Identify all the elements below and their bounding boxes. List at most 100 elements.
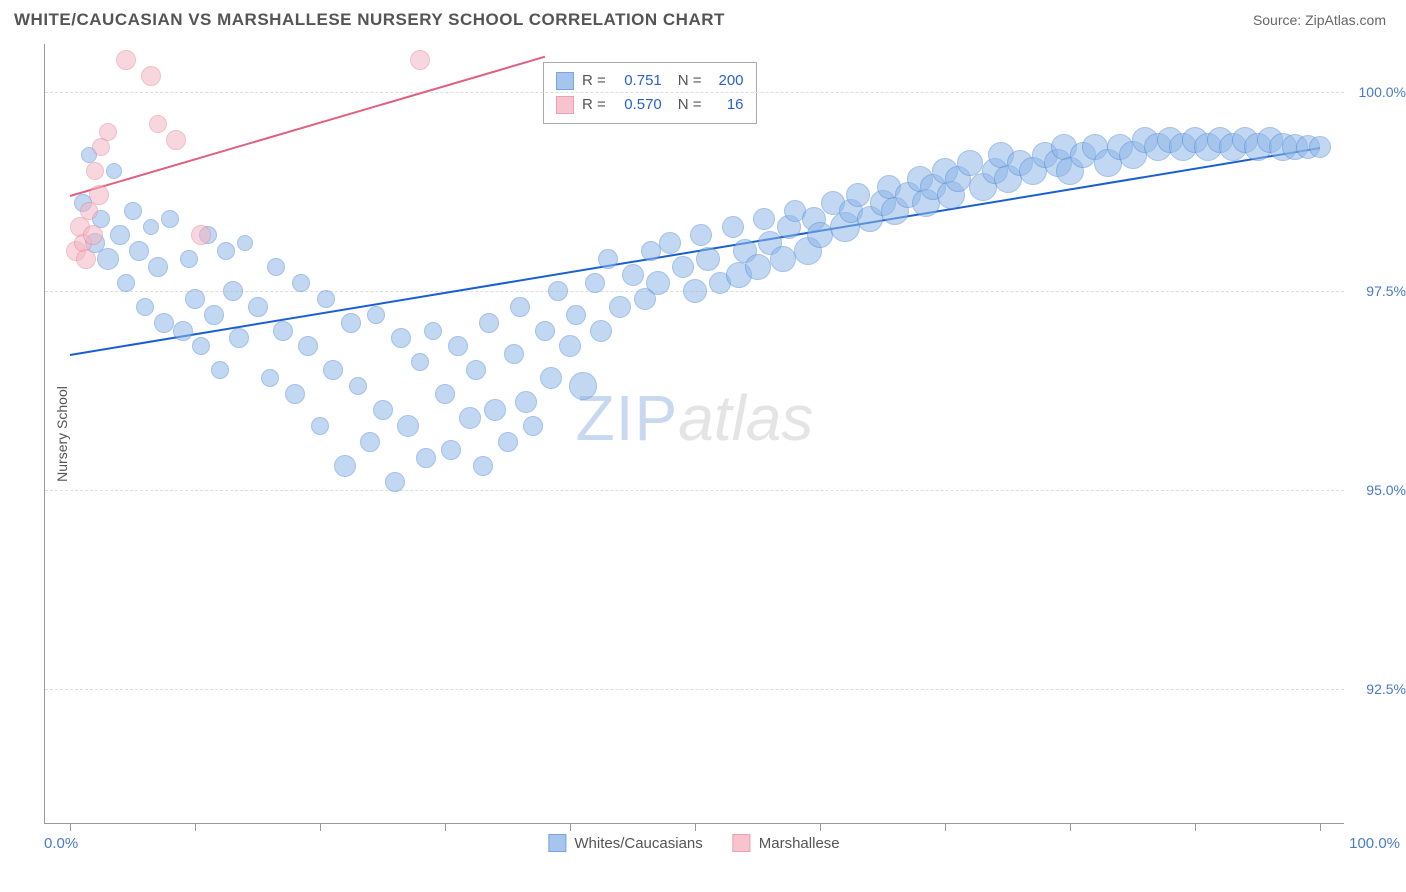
legend-label: Whites/Caucasians bbox=[574, 835, 702, 852]
data-point bbox=[646, 271, 670, 295]
data-point bbox=[1309, 136, 1331, 158]
data-point bbox=[76, 249, 96, 269]
n-value: 200 bbox=[710, 69, 744, 93]
data-point bbox=[479, 313, 499, 333]
data-point bbox=[424, 322, 442, 340]
data-point bbox=[441, 440, 461, 460]
data-point bbox=[141, 66, 161, 86]
chart-title: WHITE/CAUCASIAN VS MARSHALLESE NURSERY S… bbox=[14, 10, 725, 30]
x-tick bbox=[195, 823, 196, 831]
data-point bbox=[166, 130, 186, 150]
n-label: N = bbox=[678, 93, 702, 117]
data-point bbox=[510, 297, 530, 317]
data-point bbox=[411, 353, 429, 371]
data-point bbox=[540, 367, 562, 389]
x-tick bbox=[820, 823, 821, 831]
x-tick bbox=[320, 823, 321, 831]
watermark: ZIPatlas bbox=[576, 381, 814, 455]
data-point bbox=[535, 321, 555, 341]
data-point bbox=[504, 344, 524, 364]
data-point bbox=[523, 416, 543, 436]
data-point bbox=[745, 254, 771, 280]
data-point bbox=[261, 369, 279, 387]
data-point bbox=[192, 337, 210, 355]
data-point bbox=[609, 296, 631, 318]
data-point bbox=[223, 281, 243, 301]
data-point bbox=[106, 163, 122, 179]
data-point bbox=[569, 372, 597, 400]
stats-legend-row: R =0.570N =16 bbox=[556, 93, 744, 117]
data-point bbox=[590, 320, 612, 342]
data-point bbox=[92, 138, 110, 156]
data-point bbox=[753, 208, 775, 230]
plot-area: ZIPatlas R =0.751N =200R =0.570N =16 92.… bbox=[44, 44, 1344, 824]
data-point bbox=[86, 162, 104, 180]
data-point bbox=[466, 360, 486, 380]
data-point bbox=[311, 417, 329, 435]
r-label: R = bbox=[582, 69, 606, 93]
y-tick-label: 97.5% bbox=[1350, 283, 1406, 299]
data-point bbox=[124, 202, 142, 220]
chart-source: Source: ZipAtlas.com bbox=[1253, 12, 1386, 28]
data-point bbox=[161, 210, 179, 228]
data-point bbox=[204, 305, 224, 325]
data-point bbox=[317, 290, 335, 308]
data-point bbox=[149, 115, 167, 133]
data-point bbox=[173, 321, 193, 341]
data-point bbox=[515, 391, 537, 413]
data-point bbox=[237, 235, 253, 251]
data-point bbox=[83, 225, 103, 245]
data-point bbox=[690, 224, 712, 246]
data-point bbox=[267, 258, 285, 276]
data-point bbox=[448, 336, 468, 356]
data-point bbox=[846, 183, 870, 207]
data-point bbox=[129, 241, 149, 261]
data-point bbox=[770, 246, 796, 272]
data-point bbox=[323, 360, 343, 380]
gridline bbox=[45, 689, 1344, 690]
data-point bbox=[367, 306, 385, 324]
bottom-legend-item: Marshallese bbox=[733, 834, 840, 852]
chart-header: WHITE/CAUCASIAN VS MARSHALLESE NURSERY S… bbox=[0, 0, 1406, 38]
stats-legend-row: R = 0.751 N = 200 bbox=[556, 69, 744, 93]
data-point bbox=[148, 257, 168, 277]
data-point bbox=[473, 456, 493, 476]
data-point bbox=[373, 400, 393, 420]
y-tick-label: 92.5% bbox=[1350, 681, 1406, 697]
r-value: 0.751 bbox=[614, 69, 662, 93]
data-point bbox=[341, 313, 361, 333]
data-point bbox=[435, 384, 455, 404]
data-point bbox=[349, 377, 367, 395]
data-point bbox=[217, 242, 235, 260]
data-point bbox=[334, 455, 356, 477]
data-point bbox=[185, 289, 205, 309]
n-value: 16 bbox=[710, 93, 744, 117]
data-point bbox=[136, 298, 154, 316]
data-point bbox=[248, 297, 268, 317]
y-tick-label: 95.0% bbox=[1350, 482, 1406, 498]
data-point bbox=[397, 415, 419, 437]
data-point bbox=[154, 313, 174, 333]
data-point bbox=[696, 247, 720, 271]
x-tick bbox=[570, 823, 571, 831]
legend-swatch bbox=[556, 96, 574, 114]
x-tick bbox=[1320, 823, 1321, 831]
data-point bbox=[722, 216, 744, 238]
data-point bbox=[559, 335, 581, 357]
r-value: 0.570 bbox=[614, 93, 662, 117]
x-tick bbox=[945, 823, 946, 831]
n-label: N = bbox=[678, 69, 702, 93]
legend-swatch bbox=[548, 834, 566, 852]
data-point bbox=[180, 250, 198, 268]
trend-line bbox=[70, 147, 1320, 356]
x-tick bbox=[695, 823, 696, 831]
data-point bbox=[292, 274, 310, 292]
data-point bbox=[566, 305, 586, 325]
x-tick bbox=[70, 823, 71, 831]
data-point bbox=[672, 256, 694, 278]
data-point bbox=[585, 273, 605, 293]
bottom-legend: Whites/Caucasians Marshallese bbox=[548, 834, 839, 852]
source-name: ZipAtlas.com bbox=[1305, 12, 1386, 28]
data-point bbox=[99, 123, 117, 141]
stats-legend: R = 0.751 N = 200R = 0.570 N = 16 bbox=[543, 62, 757, 124]
